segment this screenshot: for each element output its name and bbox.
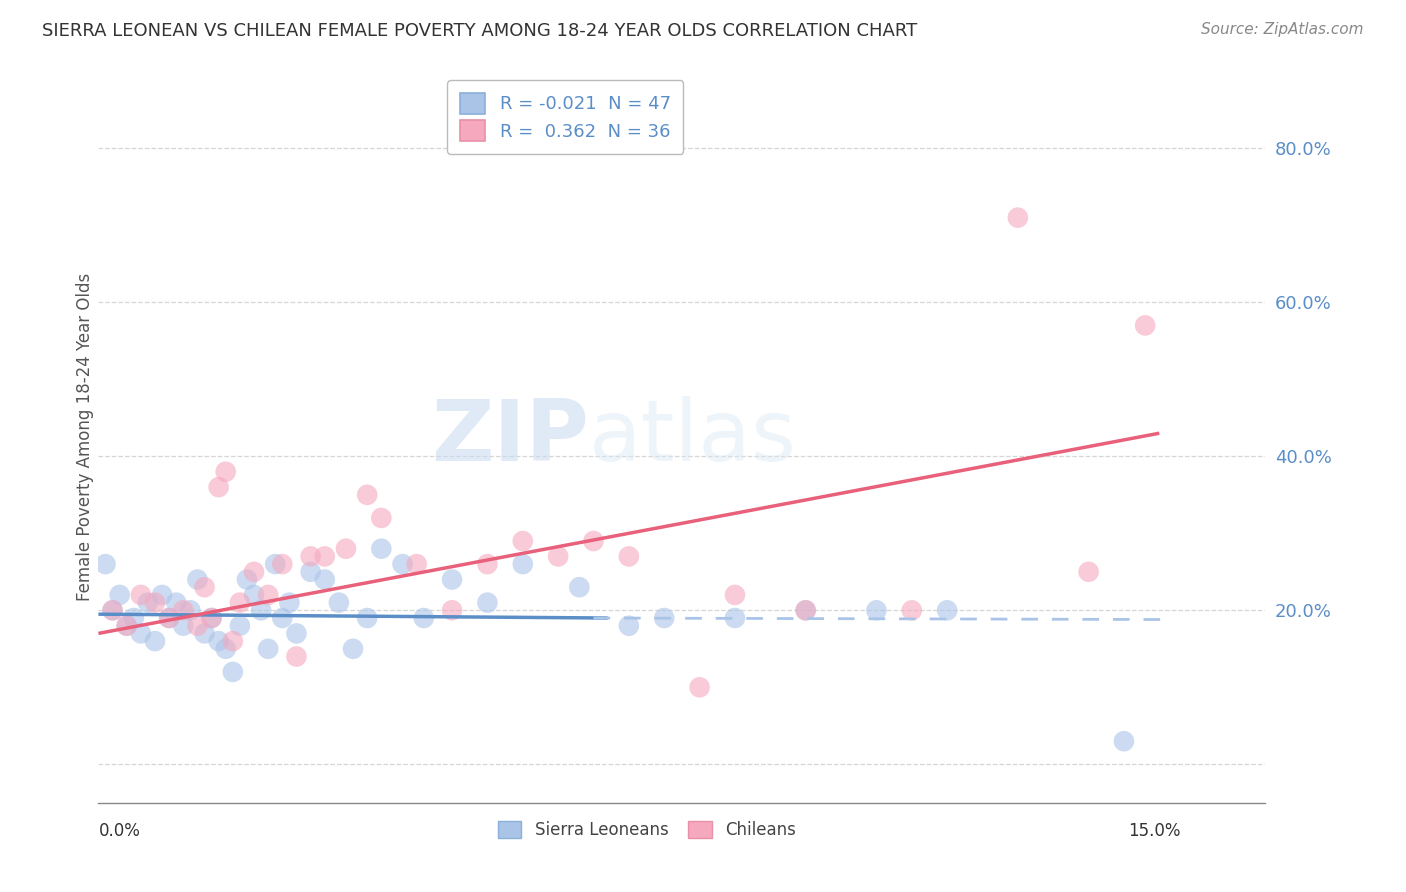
Text: Source: ZipAtlas.com: Source: ZipAtlas.com	[1201, 22, 1364, 37]
Point	[186, 618, 208, 632]
Point	[724, 588, 747, 602]
Point	[94, 557, 117, 571]
Y-axis label: Female Poverty Among 18-24 Year Olds: Female Poverty Among 18-24 Year Olds	[76, 273, 94, 601]
Point	[1077, 565, 1099, 579]
Point	[165, 596, 187, 610]
Point	[222, 665, 245, 679]
Point	[208, 634, 231, 648]
Point	[370, 511, 392, 525]
Point	[129, 588, 152, 602]
Point	[108, 588, 131, 602]
Point	[356, 611, 378, 625]
Point	[441, 603, 464, 617]
Point	[936, 603, 959, 617]
Text: 0.0%: 0.0%	[98, 822, 141, 840]
Point	[264, 557, 287, 571]
Point	[477, 596, 499, 610]
Point	[335, 541, 357, 556]
Point	[129, 626, 152, 640]
Point	[391, 557, 413, 571]
Point	[172, 603, 194, 617]
Point	[243, 588, 266, 602]
Point	[794, 603, 817, 617]
Text: ZIP: ZIP	[430, 395, 589, 479]
Point	[412, 611, 434, 625]
Point	[568, 580, 591, 594]
Point	[215, 465, 238, 479]
Point	[342, 641, 364, 656]
Point	[1133, 318, 1156, 333]
Point	[115, 618, 138, 632]
Point	[299, 565, 322, 579]
Text: SIERRA LEONEAN VS CHILEAN FEMALE POVERTY AMONG 18-24 YEAR OLDS CORRELATION CHART: SIERRA LEONEAN VS CHILEAN FEMALE POVERTY…	[42, 22, 918, 40]
Point	[652, 611, 675, 625]
Point	[278, 596, 301, 610]
Point	[101, 603, 124, 617]
Point	[143, 596, 166, 610]
Point	[229, 618, 252, 632]
Point	[328, 596, 350, 610]
Point	[285, 649, 308, 664]
Point	[271, 557, 294, 571]
Point	[477, 557, 499, 571]
Point	[208, 480, 231, 494]
Point	[193, 626, 215, 640]
Text: 15.0%: 15.0%	[1128, 822, 1181, 840]
Point	[236, 573, 259, 587]
Point	[1007, 211, 1029, 225]
Point	[257, 641, 280, 656]
Point	[794, 603, 817, 617]
Point	[243, 565, 266, 579]
Point	[157, 611, 180, 625]
Point	[512, 534, 534, 549]
Point	[1112, 734, 1135, 748]
Point	[101, 603, 124, 617]
Point	[582, 534, 605, 549]
Text: atlas: atlas	[589, 395, 797, 479]
Point	[617, 549, 640, 564]
Point	[900, 603, 922, 617]
Point	[150, 588, 173, 602]
Point	[370, 541, 392, 556]
Point	[689, 681, 711, 695]
Point	[186, 573, 208, 587]
Point	[356, 488, 378, 502]
Point	[115, 618, 138, 632]
Point	[547, 549, 569, 564]
Point	[172, 618, 194, 632]
Point	[250, 603, 273, 617]
Point	[143, 634, 166, 648]
Point	[271, 611, 294, 625]
Point	[314, 549, 336, 564]
Point	[512, 557, 534, 571]
Point	[405, 557, 427, 571]
Point	[865, 603, 887, 617]
Point	[179, 603, 201, 617]
Point	[441, 573, 464, 587]
Point	[314, 573, 336, 587]
Point	[200, 611, 222, 625]
Point	[136, 596, 159, 610]
Point	[222, 634, 245, 648]
Point	[193, 580, 215, 594]
Point	[617, 618, 640, 632]
Point	[257, 588, 280, 602]
Point	[122, 611, 145, 625]
Point	[299, 549, 322, 564]
Point	[285, 626, 308, 640]
Point	[200, 611, 222, 625]
Point	[157, 611, 180, 625]
Point	[724, 611, 747, 625]
Legend: Sierra Leoneans, Chileans: Sierra Leoneans, Chileans	[491, 814, 803, 846]
Point	[215, 641, 238, 656]
Point	[229, 596, 252, 610]
